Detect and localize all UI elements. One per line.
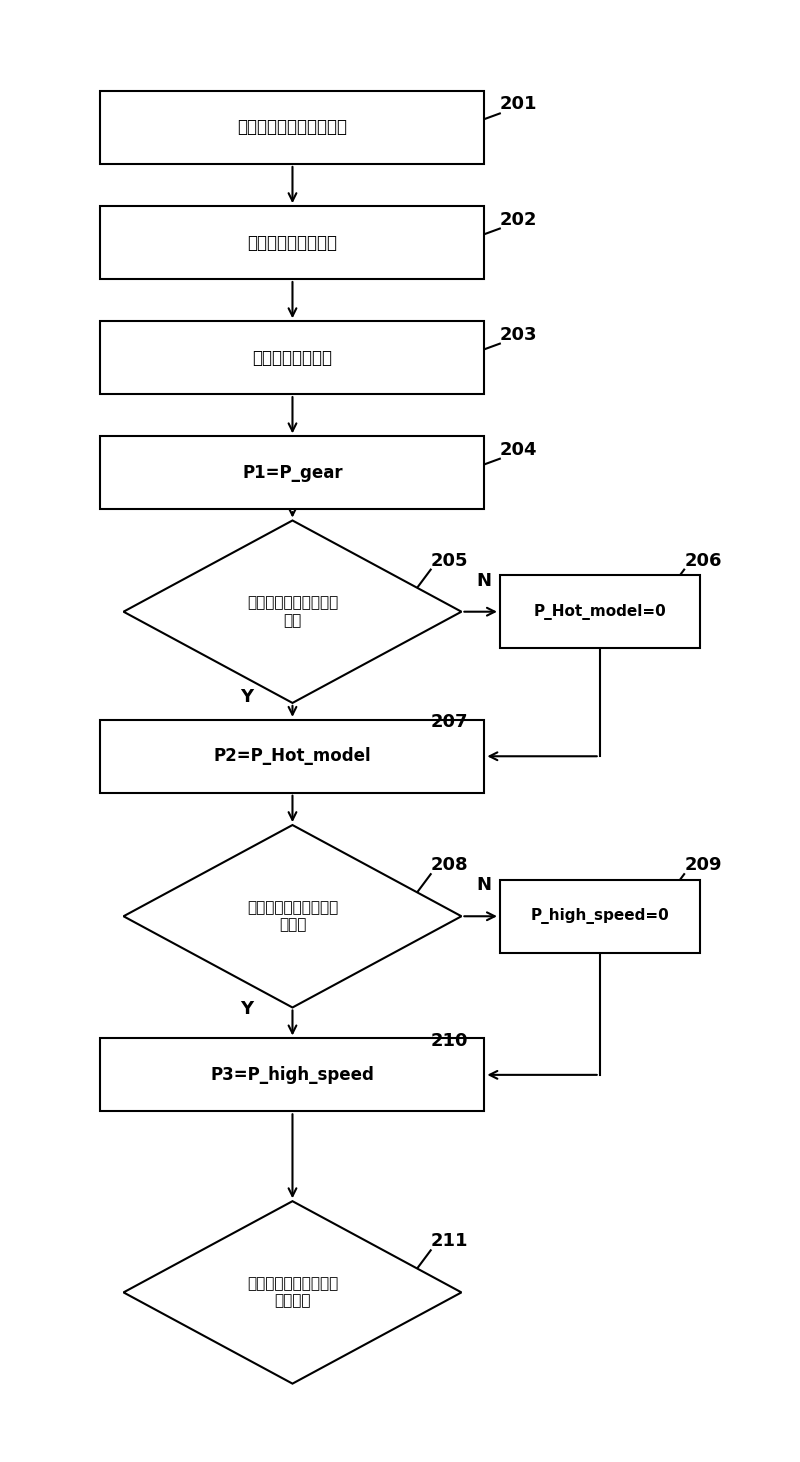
Polygon shape (123, 520, 462, 703)
Text: 201: 201 (500, 95, 538, 114)
Text: 210: 210 (430, 1032, 468, 1050)
Text: P2=P_Hot_model: P2=P_Hot_model (214, 747, 371, 765)
Text: 是否满足进入高转速模
式条件: 是否满足进入高转速模 式条件 (247, 901, 338, 933)
Text: 202: 202 (500, 211, 538, 228)
FancyBboxPatch shape (101, 206, 485, 279)
Text: P3=P_high_speed: P3=P_high_speed (210, 1066, 374, 1083)
FancyBboxPatch shape (101, 719, 485, 792)
Text: Y: Y (240, 1000, 253, 1018)
Text: P_Hot_model=0: P_Hot_model=0 (534, 604, 666, 620)
Text: 是否满足进入热模式的
条件: 是否满足进入热模式的 条件 (247, 595, 338, 627)
Text: 204: 204 (500, 440, 538, 459)
Text: 208: 208 (430, 857, 468, 874)
Text: P1=P_gear: P1=P_gear (242, 463, 342, 482)
Text: 209: 209 (684, 857, 722, 874)
FancyBboxPatch shape (500, 575, 699, 648)
Text: 206: 206 (684, 551, 722, 570)
FancyBboxPatch shape (101, 91, 485, 164)
Polygon shape (123, 1202, 462, 1383)
Polygon shape (123, 825, 462, 1007)
Text: 203: 203 (500, 326, 538, 344)
Text: N: N (477, 876, 492, 895)
Text: 207: 207 (430, 713, 468, 731)
Text: 检测当前工作档位: 检测当前工作档位 (253, 348, 333, 367)
FancyBboxPatch shape (101, 436, 485, 509)
FancyBboxPatch shape (101, 1038, 485, 1111)
FancyBboxPatch shape (500, 880, 699, 953)
Text: Y: Y (240, 689, 253, 706)
FancyBboxPatch shape (101, 322, 485, 395)
Text: 正常情况下的主油压确定: 正常情况下的主油压确定 (238, 118, 347, 136)
Text: 205: 205 (430, 551, 468, 570)
Text: 判断是否满足进入特定
模式条件: 判断是否满足进入特定 模式条件 (247, 1276, 338, 1308)
Text: 计算变速器输入扭矩: 计算变速器输入扭矩 (247, 234, 338, 251)
Text: 211: 211 (430, 1232, 468, 1250)
Text: P_high_speed=0: P_high_speed=0 (530, 908, 669, 924)
Text: N: N (477, 572, 492, 589)
